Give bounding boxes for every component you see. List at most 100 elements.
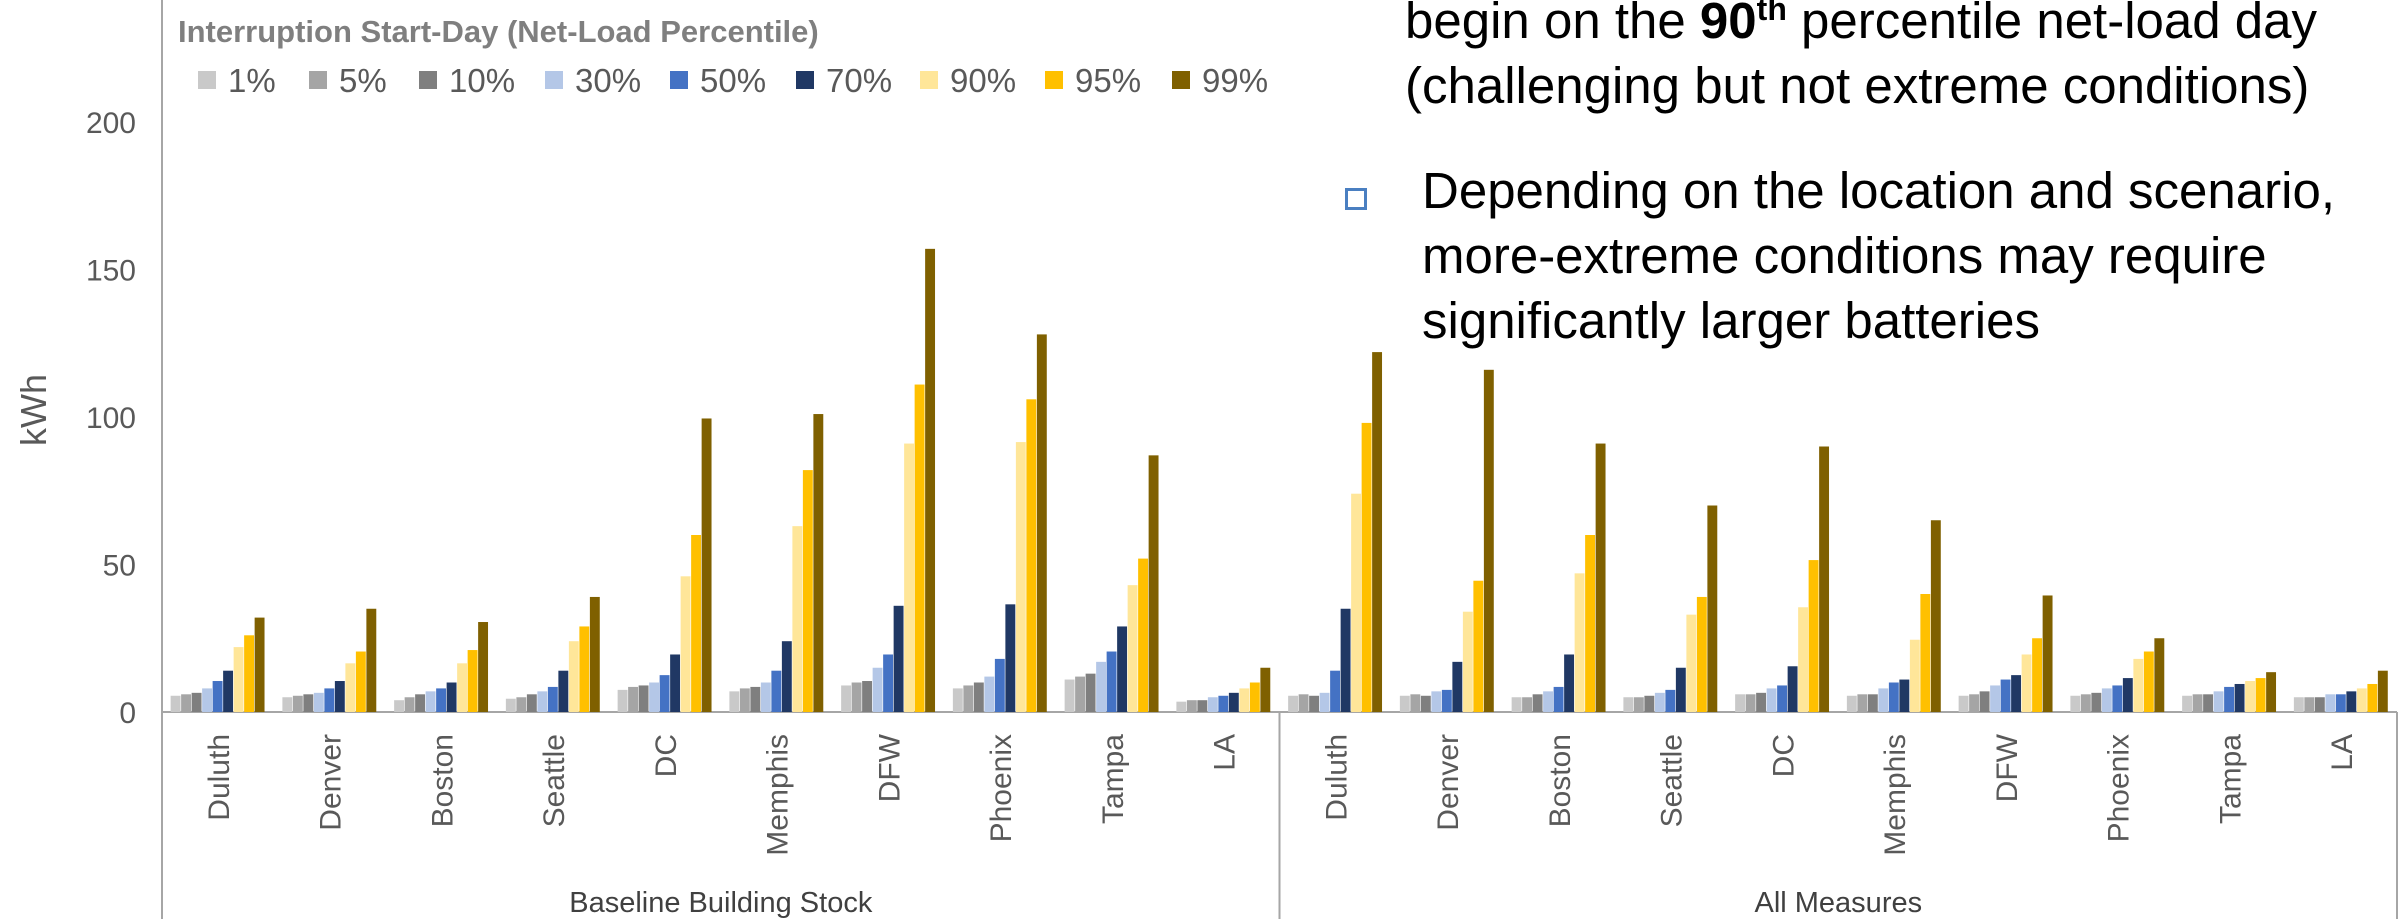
y-tick-label: 200 (86, 107, 136, 140)
bar-la-90pct (1239, 688, 1250, 712)
bar-boston-1pct (1511, 697, 1522, 712)
bar-denver-95pct (1473, 580, 1484, 712)
bar-la-30pct (1207, 697, 1218, 712)
bar-boston-30pct (425, 691, 436, 712)
bar-dc-1pct (1735, 694, 1746, 712)
bar-memphis-99pct (813, 414, 824, 712)
bar-seattle-10pct (526, 694, 537, 712)
bar-duluth-70pct (223, 670, 234, 712)
bar-boston-95pct (1585, 535, 1596, 712)
note-text: begin on the (1405, 0, 1700, 49)
bar-phoenix-1pct (2070, 695, 2081, 712)
legend-title: Interruption Start-Day (Net-Load Percent… (178, 14, 819, 49)
bar-boston-70pct (1564, 654, 1575, 712)
bar-tampa-70pct (1117, 626, 1128, 712)
bar-denver-70pct (334, 681, 345, 712)
bar-dc-95pct (691, 535, 702, 712)
bar-dc-99pct (1819, 446, 1830, 712)
bar-duluth-90pct (1351, 493, 1362, 712)
bar-memphis-95pct (802, 470, 813, 712)
bar-tampa-70pct (2234, 683, 2245, 712)
bar-dc-10pct (638, 685, 649, 712)
bar-la-5pct (1186, 700, 1197, 712)
legend: Interruption Start-Day (Net-Load Percent… (178, 14, 1268, 99)
bar-la-1pct (1176, 701, 1187, 712)
axes-layer (161, 0, 2398, 919)
note-first-line-1: begin on the 90th percentile net-load da… (1405, 0, 2405, 53)
bar-memphis-5pct (1857, 694, 1868, 712)
bar-denver-30pct (1431, 691, 1442, 712)
bar-phoenix-1pct (952, 688, 963, 712)
bar-dc-30pct (649, 682, 660, 712)
bar-phoenix-90pct (1015, 442, 1026, 712)
x-tick-label: Memphis (762, 734, 795, 856)
bar-duluth-95pct (244, 635, 255, 712)
bar-seattle-70pct (1675, 667, 1686, 712)
legend-label: 90% (950, 62, 1016, 99)
bar-tampa-30pct (1096, 661, 1107, 712)
x-tick-label: Denver (1432, 734, 1465, 831)
note-first-line-2: (challenging but not extreme conditions) (1405, 57, 2310, 114)
bar-dc-90pct (1798, 607, 1809, 712)
bar-duluth-30pct (1319, 692, 1330, 712)
bar-phoenix-5pct (963, 685, 974, 712)
x-tick-label: Duluth (1320, 734, 1353, 821)
bar-tampa-99pct (2266, 672, 2277, 712)
legend-swatch (796, 71, 814, 89)
legend-label: 30% (575, 62, 641, 99)
bar-seattle-1pct (505, 698, 516, 712)
bar-seattle-50pct (1665, 689, 1676, 713)
bar-dc-1pct (617, 689, 628, 713)
legend-label: 99% (1202, 62, 1268, 99)
x-tick-label: DC (1767, 734, 1800, 777)
x-tick-label: Phoenix (2103, 734, 2136, 842)
legend-label: 1% (228, 62, 276, 99)
bar-duluth-99pct (1372, 352, 1383, 712)
bar-dfw-90pct (904, 443, 915, 712)
bar-phoenix-95pct (1026, 399, 1037, 712)
x-tick-label: Phoenix (985, 734, 1018, 842)
bar-seattle-30pct (537, 691, 548, 712)
bar-memphis-50pct (771, 670, 782, 712)
bar-denver-95pct (355, 651, 366, 712)
bar-duluth-1pct (170, 695, 181, 712)
bar-seattle-30pct (1654, 692, 1665, 712)
bar-denver-30pct (313, 692, 324, 712)
y-tick-label: 100 (86, 402, 136, 435)
bar-tampa-30pct (2213, 691, 2224, 712)
bar-seattle-99pct (589, 596, 600, 712)
bar-boston-5pct (404, 697, 415, 712)
bar-phoenix-90pct (2133, 658, 2144, 712)
bar-la-10pct (2314, 697, 2325, 712)
bar-memphis-10pct (750, 686, 761, 712)
bar-memphis-5pct (739, 688, 750, 712)
bar-dfw-30pct (1990, 685, 2001, 712)
legend-swatch (1045, 71, 1063, 89)
x-tick-label: Memphis (1879, 734, 1912, 856)
bar-boston-99pct (478, 622, 489, 712)
legend-swatch (545, 71, 563, 89)
bar-tampa-90pct (1127, 585, 1138, 712)
legend-label: 50% (700, 62, 766, 99)
bar-denver-90pct (345, 663, 356, 712)
bar-dfw-90pct (2021, 654, 2032, 712)
bar-seattle-95pct (579, 626, 590, 712)
bar-dc-99pct (701, 418, 712, 712)
bar-memphis-95pct (1920, 594, 1931, 712)
bar-dfw-95pct (914, 384, 925, 712)
note-first: begin on the 90th percentile net-load da… (1405, 0, 2405, 118)
bar-la-10pct (1197, 700, 1208, 712)
legend-label: 70% (826, 62, 892, 99)
bar-dfw-10pct (862, 681, 873, 712)
bar-la-95pct (2367, 683, 2378, 712)
bar-denver-10pct (1420, 695, 1431, 712)
bar-duluth-50pct (1330, 670, 1341, 712)
legend-swatch (1172, 71, 1190, 89)
bar-duluth-5pct (1298, 694, 1309, 712)
bar-duluth-90pct (233, 647, 244, 712)
bar-dfw-30pct (872, 667, 883, 712)
bar-duluth-10pct (191, 692, 202, 712)
x-tick-label: DFW (1991, 733, 2024, 802)
bar-dc-70pct (670, 654, 681, 712)
bar-boston-50pct (1553, 686, 1564, 712)
